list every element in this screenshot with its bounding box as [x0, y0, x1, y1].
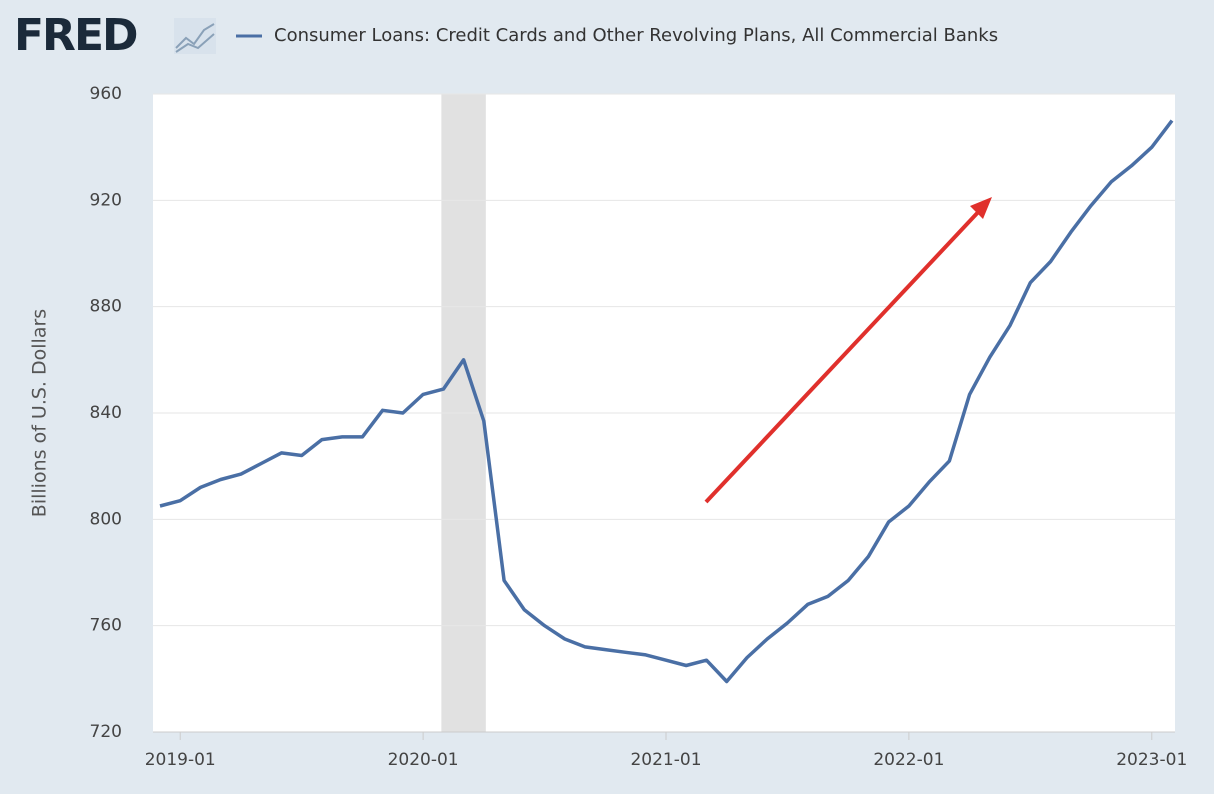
x-tick-label: 2023-01: [1116, 750, 1187, 770]
brand-logo: FRED: [14, 10, 137, 61]
data-line: [159, 119, 1174, 684]
annotation-arrow: [704, 197, 992, 504]
y-tick-label: 960: [90, 84, 122, 104]
y-tick-label: 920: [90, 190, 122, 210]
y-axis-label: Billions of U.S. Dollars: [29, 309, 51, 517]
x-tick-label: 2021-01: [630, 750, 701, 770]
y-tick-label: 880: [90, 297, 122, 317]
y-tick-label: 800: [90, 509, 122, 529]
legend-label: Consumer Loans: Credit Cards and Other R…: [274, 25, 998, 46]
x-tick-label: 2022-01: [873, 750, 944, 770]
x-tick-label: 2020-01: [388, 750, 459, 770]
logo-icon: [174, 18, 216, 54]
y-tick-label: 760: [90, 616, 122, 636]
x-tick-label: 2019-01: [145, 750, 216, 770]
y-tick-label: 720: [90, 722, 122, 742]
y-tick-label: 840: [90, 403, 122, 423]
